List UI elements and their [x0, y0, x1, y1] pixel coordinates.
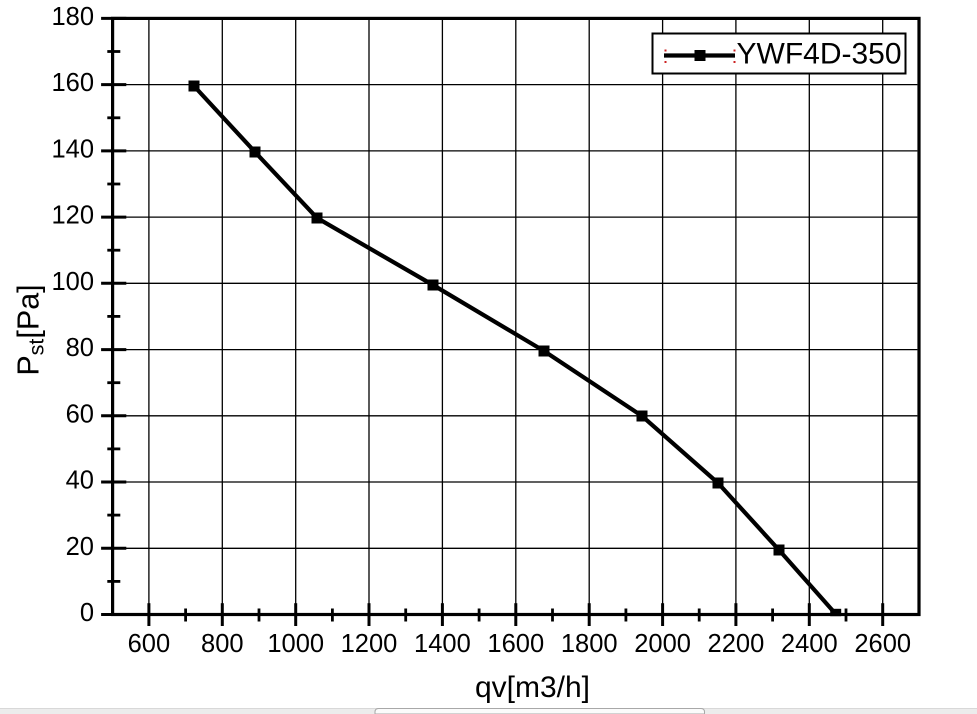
svg-text:40: 40: [66, 467, 94, 495]
svg-text:1400: 1400: [414, 630, 471, 658]
svg-text:1200: 1200: [341, 630, 398, 658]
svg-text:2600: 2600: [854, 630, 911, 658]
svg-text:20: 20: [66, 533, 94, 561]
svg-text:1800: 1800: [561, 630, 618, 658]
svg-text:qv[m3/h]: qv[m3/h]: [475, 671, 590, 704]
svg-text:1600: 1600: [487, 630, 544, 658]
svg-text:600: 600: [128, 630, 171, 658]
svg-text:YWF4D-350: YWF4D-350: [737, 38, 902, 71]
svg-text:180: 180: [51, 3, 94, 31]
svg-text:140: 140: [51, 135, 94, 163]
svg-text:100: 100: [51, 268, 94, 296]
svg-text:Pst[Pa]: Pst[Pa]: [12, 284, 49, 375]
svg-text:2000: 2000: [634, 630, 691, 658]
svg-text:0: 0: [80, 599, 94, 627]
svg-text:80: 80: [66, 334, 94, 362]
svg-text:160: 160: [51, 69, 94, 97]
svg-text:800: 800: [201, 630, 244, 658]
svg-text:2400: 2400: [781, 630, 838, 658]
svg-text:2200: 2200: [708, 630, 765, 658]
svg-text:60: 60: [66, 400, 94, 428]
svg-text:120: 120: [51, 202, 94, 230]
svg-text:1000: 1000: [267, 630, 324, 658]
